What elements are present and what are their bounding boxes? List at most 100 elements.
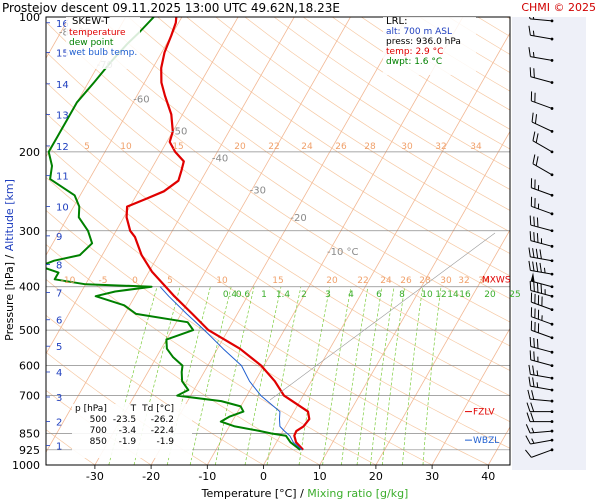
theta-label: 10 xyxy=(120,142,132,152)
wind-barb-feather xyxy=(534,68,535,77)
stats-cell: -3.4 xyxy=(110,426,139,437)
wind-barb-base xyxy=(551,323,554,326)
theta-label: 5 xyxy=(167,276,173,286)
theta-label: 5 xyxy=(84,142,90,152)
wind-barb-base xyxy=(551,364,554,367)
theta-label: -10 xyxy=(61,276,76,286)
altitude-tick-label: 5 xyxy=(56,342,62,353)
temperature-tick-label: -20 xyxy=(142,470,160,483)
wind-barb-base xyxy=(551,285,554,288)
wind-barb-feather xyxy=(537,339,538,348)
altitude-tick-label: 6 xyxy=(56,316,62,327)
wind-barb-base xyxy=(551,410,554,413)
stats-row: 500 -23.5 -26.2 xyxy=(72,415,177,426)
wind-barb-feather xyxy=(530,350,531,359)
wind-barb-half-feather xyxy=(544,268,545,273)
lrl-pressure: press: 936.0 hPa xyxy=(386,37,476,47)
wbzl-label: WBZL xyxy=(473,436,499,446)
wind-barb-feather xyxy=(530,216,531,225)
mixing-ratio-label: 2 xyxy=(301,290,307,300)
temperature-tick-label: 40 xyxy=(481,470,495,483)
wind-barb-base xyxy=(551,336,554,339)
stats-header-row: p [hPa] T Td [°C] xyxy=(72,404,177,415)
isotherm-label: -40 xyxy=(212,153,228,164)
mixing-ratio-label: 1 xyxy=(261,290,267,300)
altitude-tick-label: 7 xyxy=(56,288,62,299)
wind-barb-base xyxy=(551,448,554,451)
temperature-tick-label: 10 xyxy=(313,470,327,483)
theta-label: 26 xyxy=(335,142,347,152)
altitude-tick-label: 13 xyxy=(56,110,69,121)
theta-label: 26 xyxy=(400,276,412,286)
temperature-tick-label: -30 xyxy=(86,470,104,483)
chart-title: Prostejov descent 09.11.2025 13:00 UTC 4… xyxy=(2,1,340,15)
altitude-tick-label: 8 xyxy=(56,261,62,272)
altitude-tick-label: 2 xyxy=(56,418,62,429)
wind-barb-base xyxy=(551,81,554,84)
stats-cell: 500 xyxy=(72,415,110,426)
mixing-ratio-label: 25 xyxy=(509,290,520,300)
x-axis-label: Temperature [°C] / Mixing ratio [g/kg] xyxy=(201,487,409,500)
temperature-tick-label: 0 xyxy=(260,470,267,483)
wind-barb-feather xyxy=(537,218,538,227)
lrl-temperature: temp: 2.9 °C xyxy=(386,47,476,57)
theta-label: 20 xyxy=(326,276,338,286)
mixing-ratio-label: 10 xyxy=(421,290,433,300)
mixing-ratio-label: 12 xyxy=(435,290,446,300)
wind-barb-base xyxy=(551,259,554,262)
legend-item-dewpoint: dew point xyxy=(66,38,140,48)
wind-barb-half-feather xyxy=(537,370,538,375)
wind-barb-feather xyxy=(530,337,531,346)
wind-barb-base xyxy=(551,19,554,22)
lrl-info: LRL: alt: 700 m ASL press: 936.0 hPa tem… xyxy=(383,17,476,75)
level-stats-table: p [hPa] T Td [°C] 500 -23.5 -26.2 700 -3… xyxy=(72,404,192,458)
wind-barb-feather xyxy=(534,338,535,347)
legend-item-wetbulb: wet bulb temp. xyxy=(66,48,140,58)
altitude-tick-label: 4 xyxy=(56,368,62,379)
isotherm-label: -60 xyxy=(133,94,149,105)
wind-barb-feather xyxy=(530,231,531,240)
legend-item-temperature: temperature xyxy=(66,28,140,38)
y-axis-label: Pressure [hPa] / Altitude [km] xyxy=(3,179,16,341)
lrl-altitude: alt: 700 m ASL xyxy=(386,27,476,37)
wind-barb-half-feather xyxy=(533,31,534,36)
credit-label: CHMI © 2025 xyxy=(521,1,596,14)
temperature-tick-label: 20 xyxy=(369,470,383,483)
x-axis-label-mixing-ratio: Mixing ratio [g/kg] xyxy=(307,487,408,500)
wind-barb-feather xyxy=(537,233,538,242)
wind-barb-base xyxy=(551,420,554,423)
theta-label: 15 xyxy=(172,142,183,152)
stats-cell: 700 xyxy=(72,426,110,437)
stats-cell: -26.2 xyxy=(139,415,177,426)
stats-cell: 850 xyxy=(72,437,110,448)
stats-col-dewpoint: Td [°C] xyxy=(139,404,177,415)
y-axis-label-altitude: Altitude [km] xyxy=(3,179,16,251)
theta-label: 32 xyxy=(458,276,469,286)
stats-cell: -23.5 xyxy=(110,415,139,426)
pressure-tick-label: 300 xyxy=(19,225,40,238)
temperature-tick-label: 30 xyxy=(425,470,439,483)
pressure-tick-label: 500 xyxy=(19,324,40,337)
wind-barb-base xyxy=(551,389,554,392)
mxws-label: MXWS xyxy=(482,276,511,286)
theta-label: 22 xyxy=(268,142,279,152)
stats-row: 850 -1.9 -1.9 xyxy=(72,437,177,448)
theta-label: 10 xyxy=(216,276,228,286)
theta-label: 24 xyxy=(380,276,392,286)
theta-label: 0 xyxy=(132,276,138,286)
wind-barb-base xyxy=(551,194,554,197)
pressure-tick-label: 925 xyxy=(19,444,40,457)
fzlv-label: FZLV xyxy=(473,408,495,418)
altitude-tick-label: 3 xyxy=(56,393,62,404)
theta-label: 30 xyxy=(440,276,452,286)
wind-barb-base xyxy=(551,38,554,41)
altitude-tick-label: 11 xyxy=(56,172,69,183)
stats-cell: -1.9 xyxy=(110,437,139,448)
altitude-tick-label: 14 xyxy=(56,80,69,91)
stats-cell: -22.4 xyxy=(139,426,177,437)
lrl-title: LRL: xyxy=(386,17,476,27)
wind-barb-base xyxy=(551,229,554,232)
wind-barb-base xyxy=(551,308,554,311)
pressure-tick-label: 400 xyxy=(19,281,40,294)
